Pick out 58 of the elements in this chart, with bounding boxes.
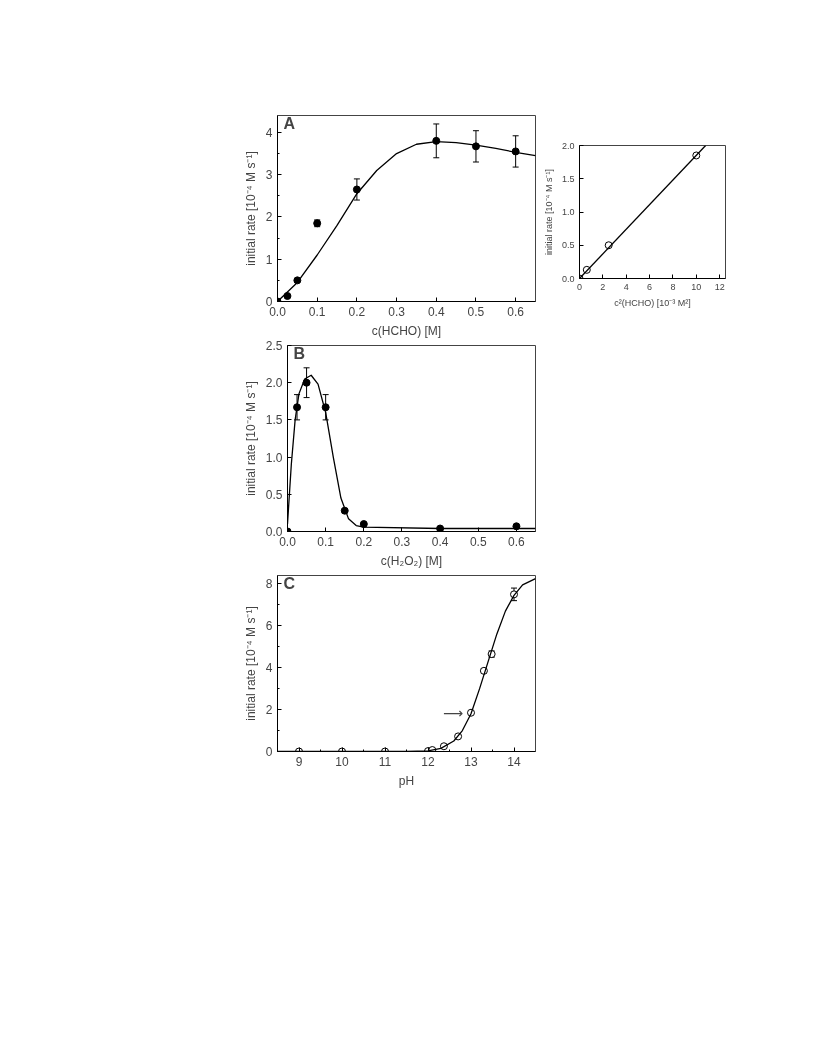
x-tick-label: 0.4 bbox=[427, 304, 445, 319]
chart-title: C bbox=[283, 574, 296, 592]
x-tick-label: 12 bbox=[714, 281, 725, 292]
x-tick-label: 10 bbox=[335, 754, 349, 769]
y-tick-label: 2 bbox=[265, 210, 273, 225]
y-tick-label: 0 bbox=[265, 295, 273, 309]
x-tick-label: 12 bbox=[421, 754, 435, 769]
x-tick-label: 6 bbox=[647, 281, 653, 292]
x-axis-title: c²(HCHO) [10⁻³ M²] bbox=[614, 297, 691, 308]
x-tick-label: 0.2 bbox=[348, 304, 366, 319]
x-tick-label: 0.6 bbox=[507, 304, 525, 319]
x-tick-label: 0.6 bbox=[508, 534, 526, 549]
y-tick-label: 2.5 bbox=[265, 339, 283, 353]
y-tick-label: 1.5 bbox=[561, 173, 575, 184]
y-tick-label: 4 bbox=[265, 661, 273, 676]
x-tick-label: 9 bbox=[295, 754, 303, 769]
chart-title: A bbox=[283, 114, 296, 132]
x-tick-label: 0.3 bbox=[388, 304, 406, 319]
y-tick-label: 2.0 bbox=[265, 376, 283, 391]
x-axis-title: pH bbox=[398, 773, 415, 788]
y-tick-label: 2 bbox=[265, 703, 273, 718]
x-tick-label: 0 bbox=[577, 281, 583, 292]
y-tick-label: 0.0 bbox=[265, 525, 283, 539]
x-tick-label: 4 bbox=[623, 281, 629, 292]
y-tick-label: 1.0 bbox=[561, 207, 575, 217]
y-tick-label: 3 bbox=[265, 168, 273, 183]
x-tick-label: 2 bbox=[600, 281, 606, 292]
y-tick-label: 0 bbox=[265, 745, 273, 759]
x-tick-label: 0.3 bbox=[393, 534, 411, 549]
y-tick-label: 2.0 bbox=[561, 140, 575, 151]
y-tick-label: 1.5 bbox=[265, 413, 283, 428]
y-tick-label: 1 bbox=[265, 252, 273, 267]
x-tick-label: 11 bbox=[378, 754, 392, 769]
chart-title: B bbox=[293, 344, 306, 362]
y-tick-label: 4 bbox=[265, 125, 273, 140]
y-tick-label: 0.0 bbox=[561, 273, 575, 284]
x-tick-label: 0.5 bbox=[469, 534, 487, 549]
x-tick-label: 0.5 bbox=[467, 304, 485, 319]
y-tick-label: 6 bbox=[265, 619, 273, 634]
x-axis-title: c(HCHO) [M] bbox=[371, 323, 442, 338]
x-tick-label: 0.4 bbox=[431, 534, 449, 549]
x-tick-label: 10 bbox=[691, 281, 702, 292]
y-axis-title: initial rate [10⁻⁴ M s⁻¹] bbox=[543, 169, 554, 255]
x-tick-label: 13 bbox=[464, 754, 478, 769]
x-tick-label: 0.1 bbox=[317, 534, 335, 549]
y-tick-label: 8 bbox=[265, 577, 273, 592]
x-tick-label: 0.2 bbox=[355, 534, 373, 549]
annotation: ⟶ bbox=[442, 704, 464, 721]
y-axis-title: initial rate [10⁻⁴ M s⁻¹] bbox=[243, 381, 258, 496]
x-tick-label: 14 bbox=[507, 754, 521, 769]
x-tick-label: 0.1 bbox=[308, 304, 326, 319]
y-axis-title: initial rate [10⁻⁴ M s⁻¹] bbox=[243, 606, 258, 721]
x-tick-label: 8 bbox=[670, 281, 676, 292]
y-tick-label: 0.5 bbox=[561, 240, 575, 251]
y-axis-title: initial rate [10⁻⁴ M s⁻¹] bbox=[243, 151, 258, 266]
x-axis-title: c(H₂O₂) [M] bbox=[380, 553, 443, 568]
y-tick-label: 0.5 bbox=[265, 487, 283, 502]
y-tick-label: 1.0 bbox=[265, 450, 283, 465]
